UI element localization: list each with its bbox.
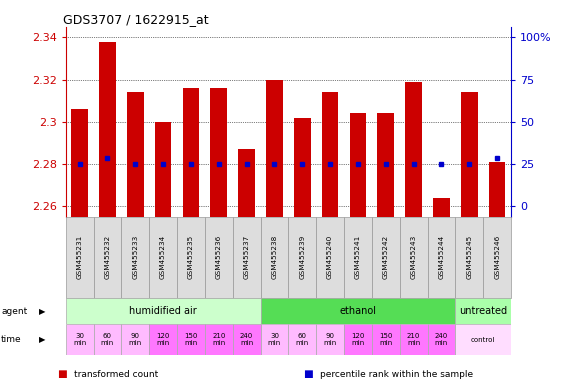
Text: GSM455242: GSM455242	[383, 235, 389, 280]
Bar	[377, 114, 394, 217]
Text: 120
min: 120 min	[351, 333, 365, 346]
Text: GSM455232: GSM455232	[104, 235, 110, 280]
Text: 30
min: 30 min	[268, 333, 281, 346]
Text: control: control	[471, 337, 496, 343]
Bar	[483, 217, 511, 298]
Bar	[94, 324, 122, 355]
Bar	[316, 324, 344, 355]
Text: GSM455243: GSM455243	[411, 235, 417, 280]
Bar	[233, 324, 260, 355]
Bar	[122, 324, 149, 355]
Text: GSM455245: GSM455245	[467, 235, 472, 280]
Text: GSM455244: GSM455244	[439, 235, 444, 280]
Bar	[238, 149, 255, 217]
Text: GSM455236: GSM455236	[216, 235, 222, 280]
Bar	[183, 88, 199, 217]
Bar	[405, 82, 422, 217]
Text: ■: ■	[57, 369, 67, 379]
Bar	[155, 122, 171, 217]
Bar	[66, 324, 94, 355]
Bar	[122, 217, 149, 298]
Bar	[400, 217, 428, 298]
Text: 210
min: 210 min	[407, 333, 420, 346]
Text: GSM455240: GSM455240	[327, 235, 333, 280]
Text: GSM455246: GSM455246	[494, 235, 500, 280]
Text: 240
min: 240 min	[240, 333, 253, 346]
Text: 30
min: 30 min	[73, 333, 86, 346]
Bar	[149, 217, 177, 298]
Bar	[260, 217, 288, 298]
Text: GSM455239: GSM455239	[299, 235, 305, 280]
Text: agent: agent	[1, 306, 27, 316]
Text: GSM455231: GSM455231	[77, 235, 83, 280]
Text: GDS3707 / 1622915_at: GDS3707 / 1622915_at	[63, 13, 209, 26]
Text: ▶: ▶	[39, 335, 45, 344]
Text: 90
min: 90 min	[128, 333, 142, 346]
Text: ethanol: ethanol	[339, 306, 376, 316]
Text: GSM455237: GSM455237	[244, 235, 250, 280]
Text: GSM455238: GSM455238	[271, 235, 278, 280]
Bar	[349, 114, 367, 217]
Bar	[205, 217, 233, 298]
Bar	[344, 217, 372, 298]
Bar	[456, 217, 483, 298]
Text: 210
min: 210 min	[212, 333, 226, 346]
Bar	[127, 93, 144, 217]
Bar	[456, 298, 511, 324]
Bar	[372, 324, 400, 355]
Bar	[233, 217, 260, 298]
Text: ■: ■	[303, 369, 312, 379]
Text: 240
min: 240 min	[435, 333, 448, 346]
Text: GSM455234: GSM455234	[160, 235, 166, 280]
Bar	[456, 324, 511, 355]
Bar	[66, 217, 94, 298]
Text: 90
min: 90 min	[324, 333, 337, 346]
Bar	[294, 118, 311, 217]
Bar	[210, 88, 227, 217]
Bar	[205, 324, 233, 355]
Text: 60
min: 60 min	[101, 333, 114, 346]
Bar	[177, 324, 205, 355]
Text: percentile rank within the sample: percentile rank within the sample	[320, 370, 473, 379]
Bar	[461, 93, 477, 217]
Text: time: time	[1, 335, 22, 344]
Bar	[260, 324, 288, 355]
Bar	[149, 324, 177, 355]
Bar	[71, 109, 88, 217]
Bar	[177, 217, 205, 298]
Bar	[266, 80, 283, 217]
Bar	[260, 298, 456, 324]
Bar	[400, 324, 428, 355]
Text: 120
min: 120 min	[156, 333, 170, 346]
Bar	[94, 217, 122, 298]
Bar	[322, 93, 339, 217]
Bar	[372, 217, 400, 298]
Text: GSM455241: GSM455241	[355, 235, 361, 280]
Bar	[66, 298, 260, 324]
Bar	[316, 217, 344, 298]
Text: GSM455233: GSM455233	[132, 235, 138, 280]
Text: 150
min: 150 min	[379, 333, 392, 346]
Text: ▶: ▶	[39, 306, 45, 316]
Bar	[433, 198, 450, 217]
Text: transformed count: transformed count	[74, 370, 159, 379]
Text: 150
min: 150 min	[184, 333, 198, 346]
Bar	[288, 324, 316, 355]
Bar	[489, 162, 505, 217]
Text: 60
min: 60 min	[296, 333, 309, 346]
Bar	[428, 217, 456, 298]
Text: humidified air: humidified air	[129, 306, 197, 316]
Bar	[99, 42, 116, 217]
Bar	[344, 324, 372, 355]
Bar	[428, 324, 456, 355]
Text: untreated: untreated	[459, 306, 507, 316]
Text: GSM455235: GSM455235	[188, 235, 194, 280]
Bar	[288, 217, 316, 298]
